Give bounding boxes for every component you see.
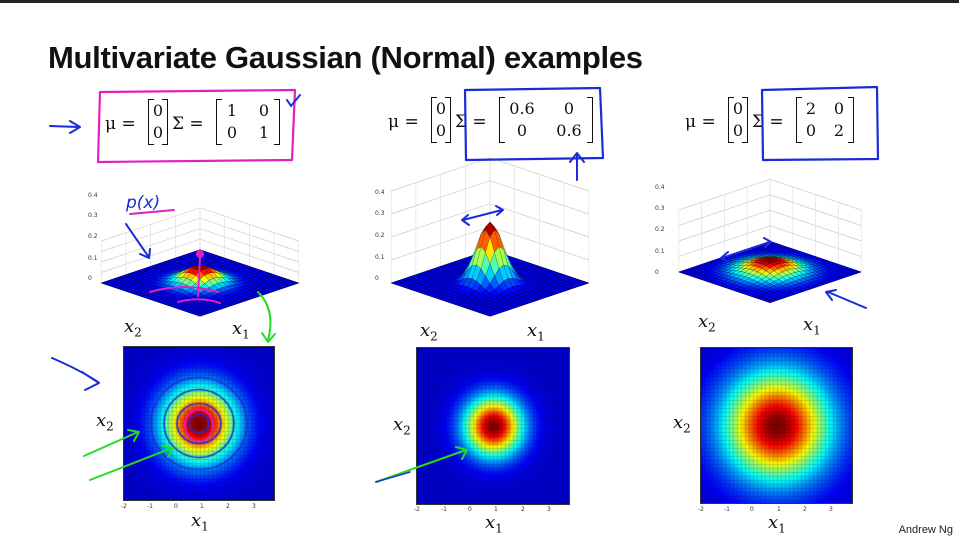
heatmap-2 [416,347,570,505]
mu-vector: 0 0 [431,97,451,143]
mu-vector: 0 0 [728,97,748,143]
surface-3-x1-label: x1 [803,314,821,338]
surface-plot-3 [678,178,862,303]
heatmap-3 [700,347,853,504]
heatmap-1-x2-label: x2 [96,410,114,434]
heatmap-3-x2-label: x2 [673,412,691,436]
surface-2-x2-label: x2 [420,320,438,344]
heatmap-3-x1-label: x1 [768,512,786,536]
surface-1-x1-label: x1 [232,318,250,342]
surface-1-x2-label: x2 [124,316,142,340]
heatmap-1-x1-label: x1 [191,510,209,534]
surface-plot-1 [100,207,300,317]
top-border [0,0,959,3]
slide-title: Multivariate Gaussian (Normal) examples [48,40,643,75]
surface-plot-2 [390,157,590,317]
heatmap-1 [123,346,275,501]
heatmap-2-x1-label: x1 [485,512,503,536]
surface-3-x2-label: x2 [698,311,716,335]
author-credit: Andrew Ng [898,524,953,536]
surface-2-x1-label: x1 [527,320,545,344]
heatmap-2-x2-label: x2 [393,414,411,438]
